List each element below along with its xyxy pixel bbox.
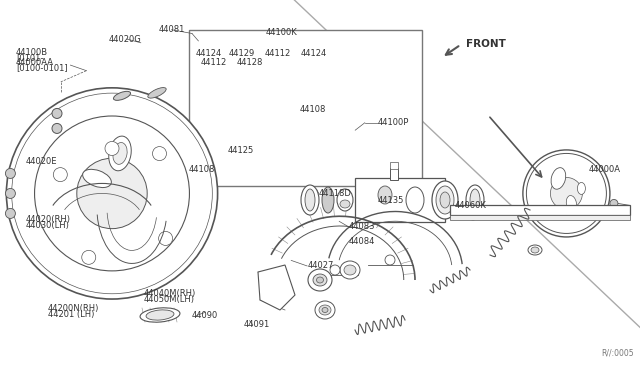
Circle shape — [12, 93, 212, 294]
Text: 44000AA: 44000AA — [16, 58, 54, 67]
Text: 44129: 44129 — [229, 49, 255, 58]
Bar — [450, 215, 630, 220]
Circle shape — [82, 250, 96, 264]
Text: 44200N(RH): 44200N(RH) — [48, 304, 99, 313]
Circle shape — [526, 153, 607, 234]
Circle shape — [330, 265, 340, 275]
Bar — [450, 205, 630, 215]
Ellipse shape — [109, 136, 131, 171]
Bar — [390, 168, 398, 180]
Ellipse shape — [340, 200, 350, 208]
Circle shape — [35, 116, 189, 271]
Text: 44112: 44112 — [264, 49, 291, 58]
Ellipse shape — [148, 87, 166, 98]
Text: 44100K: 44100K — [266, 28, 298, 37]
Ellipse shape — [322, 308, 328, 312]
Circle shape — [53, 168, 67, 182]
Ellipse shape — [470, 189, 480, 211]
Bar — [390, 162, 398, 169]
Text: R//:0005: R//:0005 — [602, 349, 634, 358]
Circle shape — [52, 109, 62, 118]
Circle shape — [385, 255, 395, 265]
Ellipse shape — [528, 245, 542, 255]
Text: 44091: 44091 — [243, 320, 269, 329]
Text: 44081: 44081 — [159, 25, 185, 34]
Ellipse shape — [406, 187, 424, 213]
Ellipse shape — [577, 182, 586, 195]
Text: 44108: 44108 — [300, 105, 326, 114]
Circle shape — [152, 147, 166, 161]
Circle shape — [471, 213, 475, 217]
Circle shape — [5, 189, 15, 198]
Ellipse shape — [436, 186, 454, 214]
Text: 44201 (LH): 44201 (LH) — [48, 310, 94, 319]
Bar — [355, 178, 445, 222]
Text: 44050M(LH): 44050M(LH) — [144, 295, 195, 304]
Text: 44090: 44090 — [192, 311, 218, 320]
Text: 44020E: 44020E — [26, 157, 57, 166]
Text: 44020G: 44020G — [109, 35, 141, 44]
Circle shape — [550, 177, 582, 209]
Text: 44112: 44112 — [200, 58, 227, 67]
Ellipse shape — [322, 187, 334, 213]
Ellipse shape — [340, 261, 360, 279]
Ellipse shape — [317, 277, 323, 283]
Ellipse shape — [466, 185, 484, 215]
Ellipse shape — [440, 192, 450, 208]
Text: 44030(LH): 44030(LH) — [26, 221, 70, 230]
Text: 44118D: 44118D — [319, 189, 351, 198]
Circle shape — [77, 158, 147, 229]
Text: 44040M(RH): 44040M(RH) — [144, 289, 196, 298]
Text: 44084: 44084 — [349, 237, 375, 246]
Ellipse shape — [344, 265, 356, 275]
Text: 44108: 44108 — [189, 165, 215, 174]
Circle shape — [5, 169, 15, 179]
Ellipse shape — [378, 186, 392, 204]
Ellipse shape — [315, 301, 335, 319]
Text: 44083: 44083 — [349, 222, 375, 231]
Text: [0101-: [0101- — [16, 53, 44, 62]
Text: 44124: 44124 — [195, 49, 221, 58]
Circle shape — [52, 124, 62, 134]
Circle shape — [159, 231, 173, 246]
Ellipse shape — [551, 168, 566, 189]
Text: 44100B: 44100B — [16, 48, 48, 57]
Ellipse shape — [554, 208, 570, 218]
Ellipse shape — [313, 274, 327, 286]
Circle shape — [468, 210, 478, 220]
Text: 44128: 44128 — [237, 58, 263, 67]
Circle shape — [610, 199, 618, 208]
Ellipse shape — [113, 92, 131, 100]
Ellipse shape — [146, 310, 174, 320]
Text: 44100P: 44100P — [378, 118, 409, 127]
Circle shape — [6, 88, 218, 299]
Circle shape — [5, 208, 15, 218]
Ellipse shape — [83, 169, 111, 187]
Ellipse shape — [308, 269, 332, 291]
Circle shape — [523, 150, 610, 237]
Ellipse shape — [337, 189, 353, 211]
Ellipse shape — [566, 196, 577, 211]
Ellipse shape — [113, 142, 127, 164]
Circle shape — [105, 141, 119, 155]
Bar — [189, 30, 422, 186]
Ellipse shape — [531, 247, 539, 253]
Polygon shape — [258, 265, 295, 310]
Text: [0100-0101]: [0100-0101] — [16, 63, 68, 72]
Ellipse shape — [319, 305, 331, 315]
Ellipse shape — [301, 185, 319, 215]
Ellipse shape — [432, 181, 458, 219]
Text: FRONT: FRONT — [466, 39, 506, 49]
Ellipse shape — [305, 189, 315, 211]
Text: 44124: 44124 — [301, 49, 327, 58]
Text: 44135: 44135 — [378, 196, 404, 205]
Text: 44060K: 44060K — [454, 201, 486, 210]
Text: 44020(RH): 44020(RH) — [26, 215, 70, 224]
Ellipse shape — [140, 308, 180, 322]
Circle shape — [529, 157, 604, 230]
Text: 44027: 44027 — [307, 262, 333, 270]
Text: 44000A: 44000A — [589, 165, 621, 174]
Text: 44125: 44125 — [227, 146, 253, 155]
